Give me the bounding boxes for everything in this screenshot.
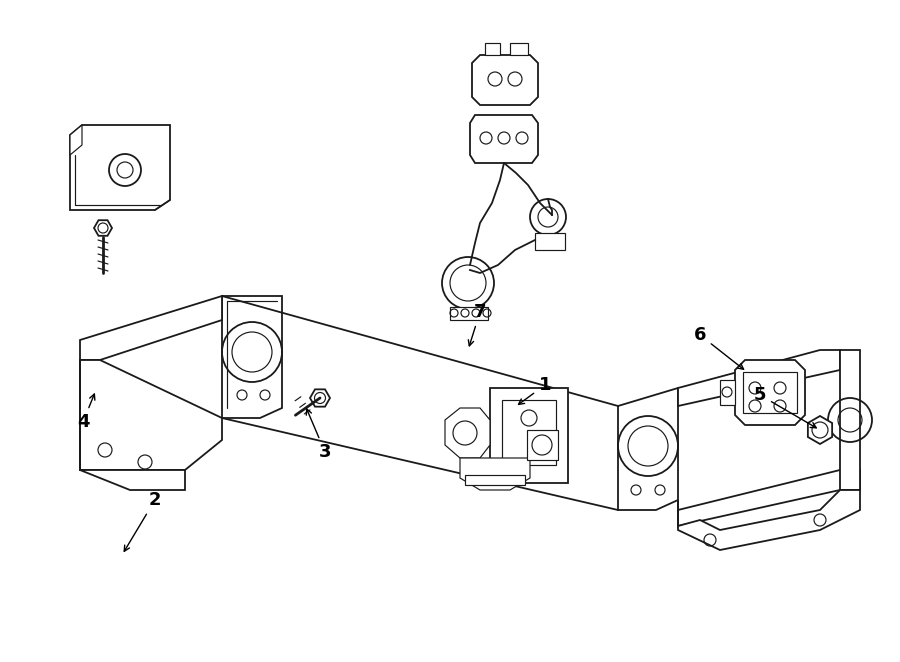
- Polygon shape: [535, 233, 565, 250]
- Polygon shape: [310, 389, 330, 406]
- Polygon shape: [678, 350, 840, 406]
- Polygon shape: [445, 408, 490, 458]
- Polygon shape: [720, 380, 735, 405]
- Text: 6: 6: [694, 326, 743, 369]
- Polygon shape: [618, 388, 678, 510]
- Text: 1: 1: [518, 376, 551, 404]
- Polygon shape: [450, 307, 488, 320]
- Polygon shape: [510, 43, 528, 55]
- Polygon shape: [485, 43, 500, 55]
- Polygon shape: [527, 430, 558, 460]
- Polygon shape: [470, 115, 538, 163]
- Polygon shape: [70, 125, 170, 210]
- Text: 3: 3: [306, 409, 331, 461]
- Polygon shape: [502, 400, 556, 465]
- Bar: [480, 63, 530, 95]
- Polygon shape: [840, 350, 860, 490]
- Polygon shape: [465, 475, 525, 485]
- Polygon shape: [678, 490, 860, 550]
- Text: 2: 2: [124, 491, 161, 551]
- Polygon shape: [460, 458, 530, 490]
- Polygon shape: [735, 360, 805, 425]
- Text: 7: 7: [468, 303, 486, 346]
- Polygon shape: [678, 470, 860, 526]
- Polygon shape: [490, 388, 568, 483]
- Polygon shape: [80, 360, 185, 490]
- Polygon shape: [222, 296, 282, 418]
- Text: 4: 4: [76, 394, 94, 431]
- Polygon shape: [80, 296, 222, 360]
- Text: 5: 5: [754, 386, 816, 428]
- Bar: [478, 122, 530, 155]
- Polygon shape: [94, 220, 112, 236]
- Polygon shape: [808, 416, 833, 444]
- Polygon shape: [472, 55, 538, 105]
- Polygon shape: [743, 372, 797, 413]
- Polygon shape: [70, 125, 82, 155]
- Polygon shape: [80, 360, 222, 470]
